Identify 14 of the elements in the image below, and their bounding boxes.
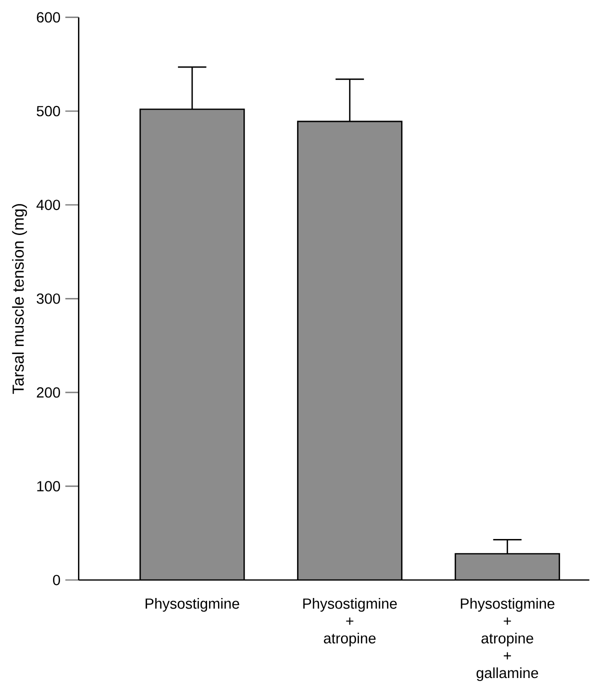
y-tick-label: 600 <box>36 12 60 23</box>
y-tick-label: 400 <box>36 200 60 210</box>
y-tick-label: 300 <box>36 293 60 304</box>
bar <box>454 553 560 580</box>
bar <box>140 109 244 580</box>
y-axis-title: Tarsal muscle tension (mg) <box>12 204 27 394</box>
x-tick-label: Physostigmine + atropine <box>303 598 397 646</box>
y-tick-label: 100 <box>37 481 60 492</box>
y-tick-label: 200 <box>36 387 60 398</box>
y-tick-label: 0 <box>53 574 60 586</box>
x-tick-label: Physostigmine <box>146 598 240 612</box>
bar <box>298 121 402 580</box>
x-tick-label: Physostigmine + atropine + gallamine <box>460 598 554 682</box>
y-tick-label: 500 <box>36 106 60 116</box>
